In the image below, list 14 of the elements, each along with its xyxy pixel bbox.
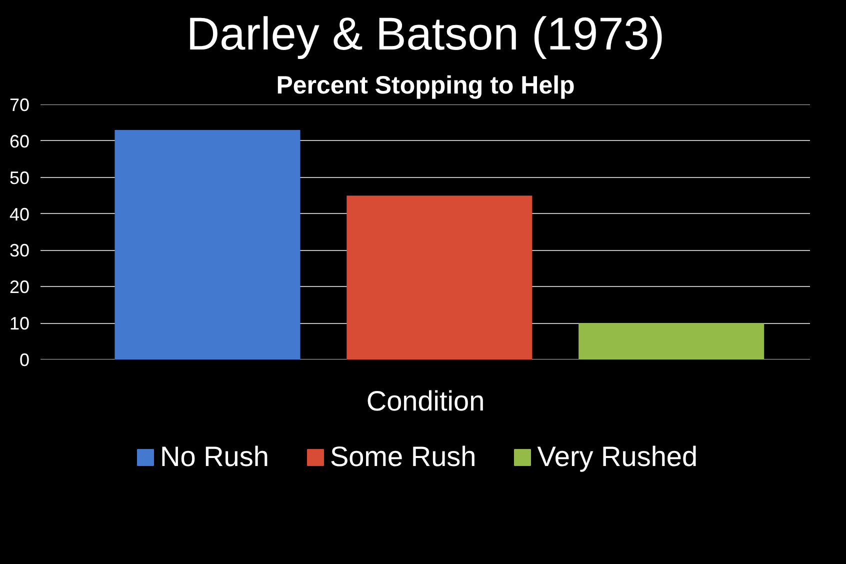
y-tick-label: 30 [9, 240, 30, 261]
y-tick-label: 60 [9, 131, 30, 152]
chart-subtitle: Percent Stopping to Help [276, 72, 575, 100]
y-tick-label: 70 [9, 95, 30, 115]
legend-label: Some Rush [330, 441, 476, 473]
y-tick-label: 20 [9, 277, 30, 298]
x-axis-title: Condition [366, 386, 485, 416]
legend-label: Very Rushed [537, 441, 698, 473]
y-tick-label: 10 [9, 314, 30, 334]
y-tick-label: 40 [9, 204, 30, 224]
chart-title: Darley & Batson (1973) [186, 8, 665, 60]
y-tick-label: 0 [19, 350, 30, 370]
y-tick-label: 50 [9, 168, 30, 188]
legend-label: No Rush [160, 441, 269, 473]
